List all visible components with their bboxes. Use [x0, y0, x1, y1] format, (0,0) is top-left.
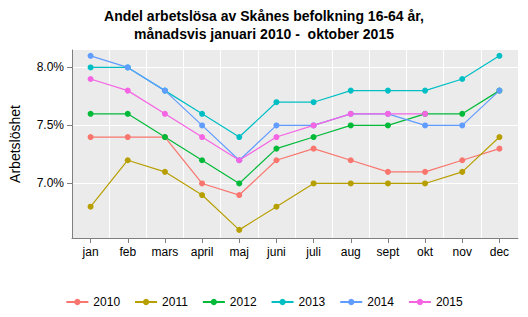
svg-text:juli: juli: [305, 245, 321, 259]
svg-text:okt: okt: [417, 245, 434, 259]
svg-text:8.0%: 8.0%: [37, 60, 65, 74]
svg-text:nov: nov: [453, 245, 472, 259]
svg-text:2014: 2014: [367, 295, 394, 309]
svg-text:7.5%: 7.5%: [37, 118, 65, 132]
svg-text:april: april: [191, 245, 214, 259]
svg-text:2010: 2010: [93, 295, 120, 309]
svg-text:maj: maj: [230, 245, 249, 259]
svg-text:dec: dec: [490, 245, 509, 259]
svg-text:2013: 2013: [299, 295, 326, 309]
svg-text:Arbetslöshet: Arbetslöshet: [7, 105, 23, 183]
svg-text:Andel arbetslösa av Skånes bef: Andel arbetslösa av Skånes befolkning 16…: [104, 8, 424, 24]
svg-text:månadsvis januari 2010 - okto: månadsvis januari 2010 - oktober 2015: [134, 26, 394, 42]
svg-text:sept: sept: [377, 245, 400, 259]
svg-text:mars: mars: [152, 245, 179, 259]
svg-text:jan: jan: [82, 245, 99, 259]
svg-text:2015: 2015: [436, 295, 463, 309]
svg-text:aug: aug: [341, 245, 361, 259]
svg-text:juni: juni: [266, 245, 286, 259]
svg-text:2012: 2012: [230, 295, 257, 309]
svg-text:2011: 2011: [162, 295, 188, 309]
svg-text:7.0%: 7.0%: [37, 176, 65, 190]
svg-text:feb: feb: [119, 245, 136, 259]
